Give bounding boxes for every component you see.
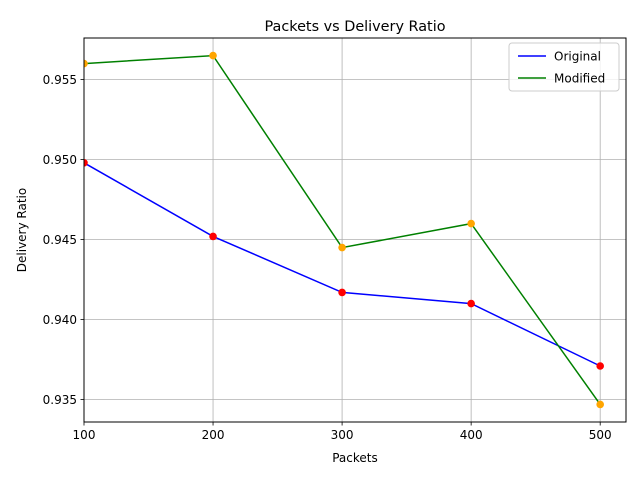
legend-modified-label: Modified — [554, 72, 605, 86]
legend-box — [508, 42, 620, 92]
y-axis-label: Delivery Ratio — [15, 188, 29, 272]
series-markers-original — [84, 159, 604, 370]
x-axis-ticks: 100 200 300 400 500 — [73, 422, 612, 442]
data-point-modified — [467, 219, 475, 228]
chart-title: Packets vs Delivery Ratio — [265, 19, 446, 35]
data-point-original — [467, 299, 475, 308]
y-tick-label: 0.940 — [43, 313, 77, 327]
y-tick-label: 0.935 — [43, 393, 77, 407]
x-tick-label: 200 — [202, 428, 225, 442]
data-point-modified — [596, 400, 604, 409]
data-point-original — [596, 362, 604, 370]
y-tick-label: 0.945 — [43, 233, 77, 247]
data-point-modified — [338, 243, 346, 252]
x-tick-label: 300 — [331, 428, 354, 442]
x-tick-label: 100 — [73, 428, 96, 442]
data-point-modified — [84, 59, 88, 68]
y-tick-label: 0.955 — [43, 73, 77, 87]
x-tick-label: 400 — [460, 428, 483, 442]
grid — [83, 38, 626, 422]
data-point-original — [209, 232, 217, 241]
x-tick-label: 500 — [589, 428, 612, 442]
series-markers-modified — [84, 51, 604, 409]
legend: Original Modified — [508, 42, 620, 92]
y-axis-ticks: 0.935 0.940 0.945 0.950 0.955 — [43, 73, 84, 407]
legend-original-label: Original — [554, 50, 601, 64]
data-point-modified — [209, 51, 217, 60]
data-point-original — [338, 288, 346, 297]
data-point-original — [84, 159, 88, 167]
plot-frame — [83, 37, 627, 423]
series-layer — [83, 51, 604, 409]
x-axis-label: Packets — [332, 451, 378, 465]
y-tick-label: 0.950 — [43, 153, 77, 167]
